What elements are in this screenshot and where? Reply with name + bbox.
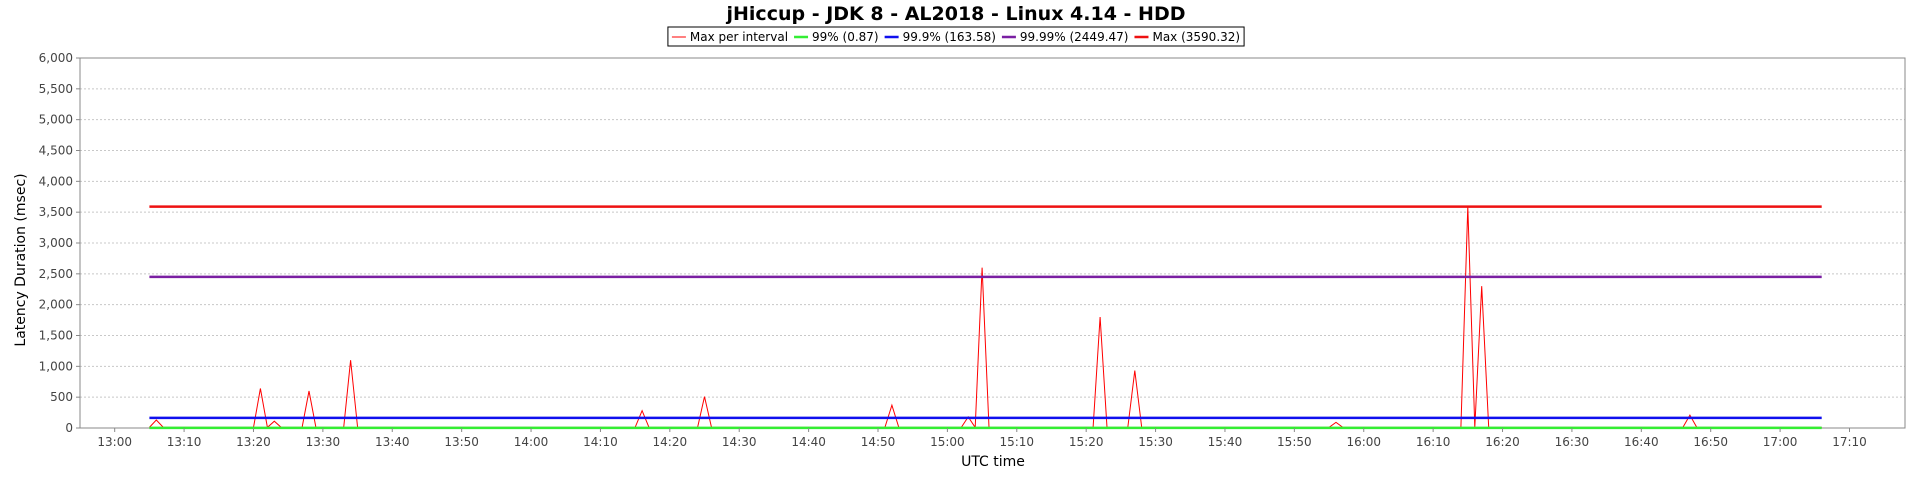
y-tick-label: 4,500: [39, 144, 73, 158]
x-tick-label: 13:00: [97, 435, 132, 449]
legend-label: Max (3590.32): [1152, 30, 1240, 44]
x-tick-label: 16:40: [1624, 435, 1659, 449]
legend-item: 99.9% (163.58): [884, 30, 996, 44]
legend-item: 99.99% (2449.47): [1001, 30, 1129, 44]
x-tick-label: 17:00: [1763, 435, 1798, 449]
legend-box: [667, 26, 1245, 47]
x-tick-label: 15:40: [1208, 435, 1243, 449]
x-tick-label: 16:20: [1485, 435, 1520, 449]
x-tick-label: 16:50: [1693, 435, 1728, 449]
x-tick-label: 13:40: [375, 435, 410, 449]
y-tick-label: 4,000: [39, 174, 73, 188]
series-layer: [149, 205, 1822, 430]
legend-item: Max per interval: [671, 30, 788, 44]
x-tick-label: 13:50: [444, 435, 479, 449]
legend: Max per interval 99% (0.87) 99.9% (163.58)…: [667, 26, 1245, 47]
y-tick-label: 3,500: [39, 205, 73, 219]
y-tick-label: 3,000: [39, 236, 73, 250]
y-tick-label: 5,500: [39, 82, 73, 96]
y-tick-label: 500: [50, 390, 73, 404]
legend-item: 99% (0.87): [794, 30, 879, 44]
x-tick-label: 15:50: [1277, 435, 1312, 449]
legend-label: 99.99% (2449.47): [1020, 30, 1129, 44]
chart-title: jHiccup - JDK 8 - AL2018 - Linux 4.14 - …: [726, 3, 1186, 25]
legend-item: Max (3590.32): [1134, 30, 1240, 44]
x-tick-label: 13:10: [167, 435, 202, 449]
x-tick-label: 16:00: [1346, 435, 1381, 449]
y-tick-label: 6,000: [39, 51, 73, 65]
y-tick-label: 0: [65, 421, 73, 435]
y-tick-label: 5,000: [39, 113, 73, 127]
x-tick-label: 14:50: [861, 435, 896, 449]
x-tick-label: 16:10: [1416, 435, 1451, 449]
legend-label: 99.9% (163.58): [903, 30, 996, 44]
grid: [80, 88, 1905, 398]
x-tick-label: 13:20: [236, 435, 271, 449]
y-tick-label: 2,500: [39, 267, 73, 281]
y-tick-label: 1,500: [39, 329, 73, 343]
x-tick-label: 14:10: [583, 435, 618, 449]
legend-label: Max per interval: [690, 30, 788, 44]
x-tick-label: 14:00: [514, 435, 549, 449]
x-tick-label: 14:30: [722, 435, 757, 449]
x-tick-label: 16:30: [1555, 435, 1590, 449]
x-tick-label: 14:40: [791, 435, 826, 449]
x-tick-label: 15:30: [1138, 435, 1173, 449]
x-tick-label: 15:10: [999, 435, 1034, 449]
x-tick-label: 15:20: [1069, 435, 1104, 449]
y-axis-ticks: 0 500 1,000 1,500 2,000 2,500 3,000 3,500 4,000 4…: [39, 51, 80, 435]
x-axis-label: UTC time: [961, 454, 1025, 470]
x-tick-label: 17:10: [1832, 435, 1867, 449]
legend-label: 99% (0.87): [812, 30, 879, 44]
y-tick-label: 2,000: [39, 298, 73, 312]
y-axis-label: Latency Duration (msec): [13, 173, 29, 346]
x-tick-label: 13:30: [306, 435, 341, 449]
x-axis-ticks: 13:00 13:10 13:20 13:30 13:40 13:50 14:00 14:10…: [97, 428, 1867, 449]
x-tick-label: 15:00: [930, 435, 965, 449]
x-tick-label: 14:20: [653, 435, 688, 449]
y-tick-label: 1,000: [39, 359, 73, 373]
